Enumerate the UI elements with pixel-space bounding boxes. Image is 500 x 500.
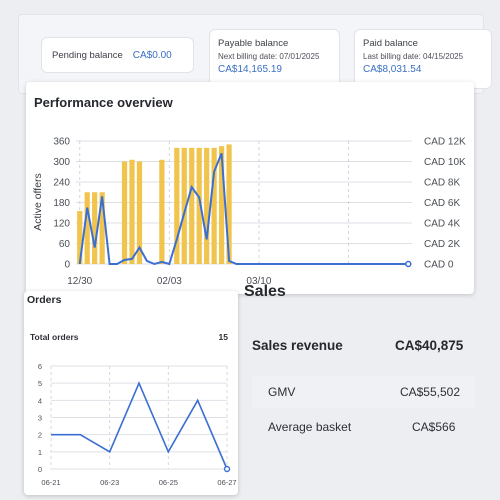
- orders-y-tick: 1: [38, 448, 42, 457]
- perf-sales-line: [78, 152, 409, 266]
- perf-line-end-point: [405, 260, 412, 268]
- orders-y-tick: 6: [38, 362, 42, 371]
- orders-y-tick: 5: [38, 379, 42, 388]
- average-basket-value: CA$566: [412, 420, 456, 434]
- perf-y-tick: 360: [53, 137, 70, 148]
- perf-bar: [121, 161, 128, 264]
- performance-overview-card: Performance overview 0 60 120 180 240 300 360 C…: [26, 82, 474, 294]
- total-orders-label: Total orders: [30, 332, 79, 342]
- perf-y-tick: 300: [53, 157, 70, 168]
- perf-bar: [226, 144, 232, 264]
- perf-y2-tick: CAD 4K: [424, 219, 460, 230]
- perf-bar: [174, 147, 180, 264]
- payable-balance-subtitle: Next billing date: 07/01/2025: [218, 52, 320, 61]
- perf-y2-tick: CAD 2K: [424, 239, 460, 250]
- total-orders-value: 15: [218, 332, 228, 342]
- perf-bar: [84, 192, 90, 264]
- perf-y-tick: 180: [53, 198, 70, 209]
- orders-y-tick: 4: [38, 396, 42, 405]
- perf-y2-tick: CAD 12K: [424, 137, 466, 148]
- pending-balance-title: Pending balance: [52, 49, 123, 61]
- perf-bar: [189, 147, 195, 264]
- orders-x-tick: 06-27: [217, 478, 236, 487]
- perf-x-tick: 03/10: [246, 276, 271, 287]
- sales-revenue-label: Sales revenue: [252, 338, 343, 353]
- orders-x-tick: 06-23: [100, 478, 119, 487]
- perf-bar: [211, 147, 217, 264]
- paid-balance-value: CA$8,031.54: [363, 64, 422, 75]
- perf-y-axis-label: Active offers: [32, 173, 44, 231]
- perf-bar: [136, 161, 143, 264]
- average-basket-label: Average basket: [268, 420, 352, 434]
- gmv-row: GMV CA$55,502: [252, 376, 474, 408]
- paid-balance-subtitle: Last billing date: 04/15/2025: [363, 52, 464, 61]
- payable-balance-value: CA$14,165.19: [218, 64, 282, 75]
- balance-summary-panel: Pending balance CA$0.00 Payable balance …: [18, 14, 492, 94]
- orders-y-tick: 2: [38, 431, 42, 440]
- pending-balance-value: CA$0.00: [132, 49, 172, 61]
- paid-balance-card[interactable]: Paid balance Last billing date: 04/15/20…: [354, 29, 492, 89]
- gmv-label: GMV: [268, 385, 296, 399]
- orders-y-tick: 0: [38, 465, 42, 474]
- pending-balance-card[interactable]: Pending balance CA$0.00: [41, 37, 194, 73]
- perf-x-tick: 02/03: [157, 276, 182, 287]
- perf-x-tick: 12/30: [67, 276, 92, 287]
- orders-chart[interactable]: 0 1 2 3 4 5 6 06-21 06-23 06-25 06-27: [24, 291, 238, 495]
- perf-y2-tick: CAD 10K: [424, 157, 466, 168]
- perf-bar: [92, 192, 98, 264]
- perf-bar: [99, 192, 105, 264]
- perf-y-tick: 0: [64, 260, 70, 271]
- orders-line-end-point: [223, 465, 231, 473]
- perf-bar: [218, 146, 225, 264]
- perf-y-tick: 120: [53, 219, 70, 230]
- perf-y2-tick: CAD 0: [424, 260, 454, 271]
- orders-x-tick: 06-25: [159, 478, 178, 487]
- sales-revenue-value: CA$40,875: [395, 338, 464, 353]
- orders-x-tick: 06-21: [41, 478, 60, 487]
- sales-heading: Sales: [244, 283, 286, 300]
- perf-y2-tick: CAD 6K: [424, 198, 460, 209]
- perf-bar: [196, 147, 202, 264]
- perf-y-tick: 60: [59, 239, 71, 250]
- gmv-value: CA$55,502: [399, 385, 460, 399]
- perf-bar: [159, 159, 165, 264]
- orders-card: Orders Total orders 15 0 1 2 3 4 5 6 06-21 06-23…: [24, 291, 238, 495]
- perf-bar: [204, 147, 210, 264]
- orders-line: [51, 381, 228, 470]
- payable-balance-title: Payable balance: [218, 38, 289, 49]
- perf-bar: [77, 211, 83, 264]
- orders-title: Orders: [27, 294, 62, 306]
- orders-y-tick: 3: [38, 414, 42, 423]
- perf-y2-tick: CAD 8K: [424, 178, 460, 189]
- perf-bar: [181, 147, 187, 264]
- perf-y-tick: 240: [53, 178, 70, 189]
- paid-balance-title: Paid balance: [363, 38, 418, 49]
- payable-balance-card[interactable]: Payable balance Next billing date: 07/01…: [209, 29, 340, 89]
- perf-bar: [129, 159, 135, 264]
- performance-overview-title: Performance overview: [34, 95, 173, 110]
- performance-chart[interactable]: 0 60 120 180 240 300 360 CAD 0 CAD 2K CAD 4K CAD 6…: [26, 82, 474, 294]
